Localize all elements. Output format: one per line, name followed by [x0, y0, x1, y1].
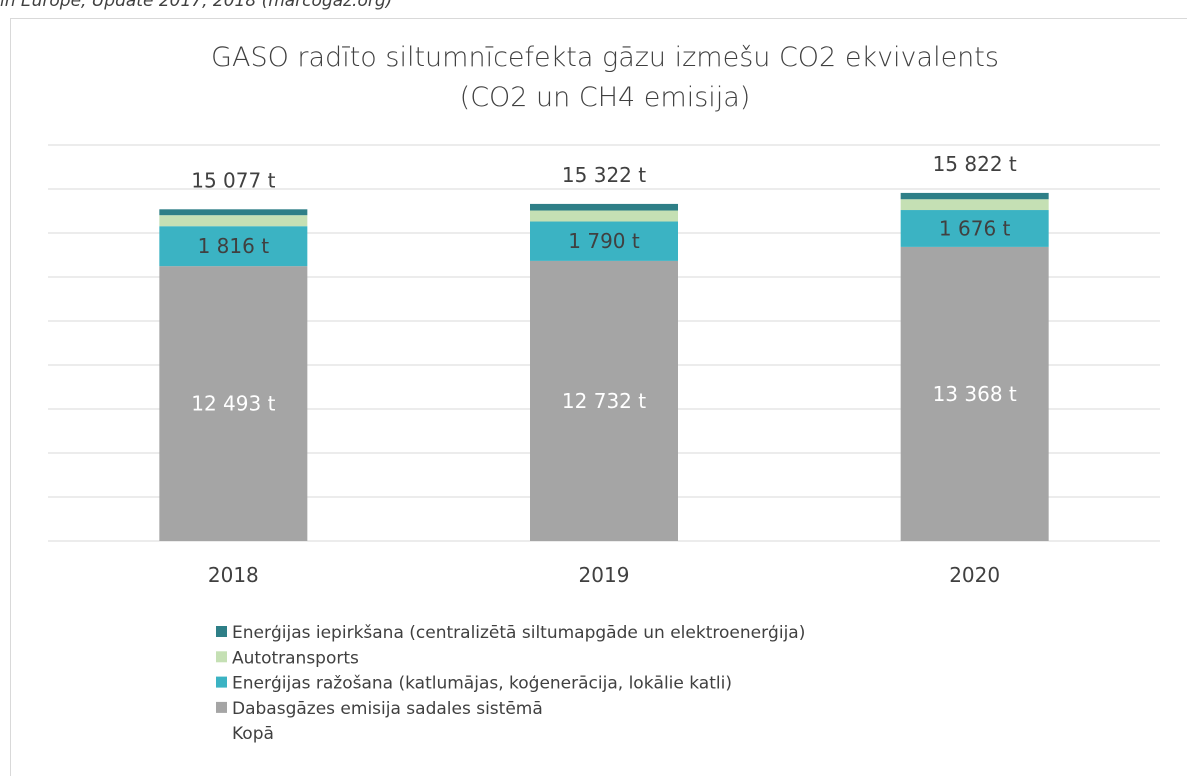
legend-swatch [216, 677, 227, 688]
x-tick-label: 2020 [949, 563, 1000, 587]
legend-label: Autotransports [232, 648, 359, 668]
legend-label: Enerģijas ražošana (katlumājas, koģenerā… [232, 674, 732, 694]
data-label: 1 816 t [198, 234, 270, 258]
bar-segment [901, 199, 1049, 210]
caption: in Europe, Update 2017, 2018 (marcogaz.o… [0, 0, 392, 11]
data-label: 13 368 t [933, 382, 1017, 406]
bar-segment [901, 193, 1049, 199]
data-label: 1 676 t [939, 216, 1011, 240]
legend-swatch [216, 651, 227, 662]
data-label: 1 790 t [568, 229, 640, 253]
total-label: 15 322 t [562, 163, 646, 187]
bar-segment [530, 211, 678, 222]
data-label: 12 493 t [191, 392, 275, 416]
chart-title: (CO2 un CH4 emisija) [460, 82, 751, 113]
total-label: 15 077 t [191, 168, 275, 192]
legend-swatch [216, 626, 227, 637]
bar-segment [530, 204, 678, 211]
x-tick-label: 2019 [579, 563, 630, 587]
legend-swatch [216, 702, 227, 713]
data-label: 12 732 t [562, 389, 646, 413]
bar-segment [159, 215, 307, 226]
legend-label: Enerģijas iepirkšana (centralizētā siltu… [232, 623, 805, 643]
x-tick-label: 2018 [208, 563, 259, 587]
legend-label: Kopā [232, 724, 274, 744]
chart-title: GASO radīto siltumnīcefekta gāzu izmešu … [211, 42, 999, 73]
total-label: 15 822 t [933, 152, 1017, 176]
bar-segment [159, 209, 307, 215]
legend-label: Dabasgāzes emisija sadales sistēmā [232, 699, 543, 719]
